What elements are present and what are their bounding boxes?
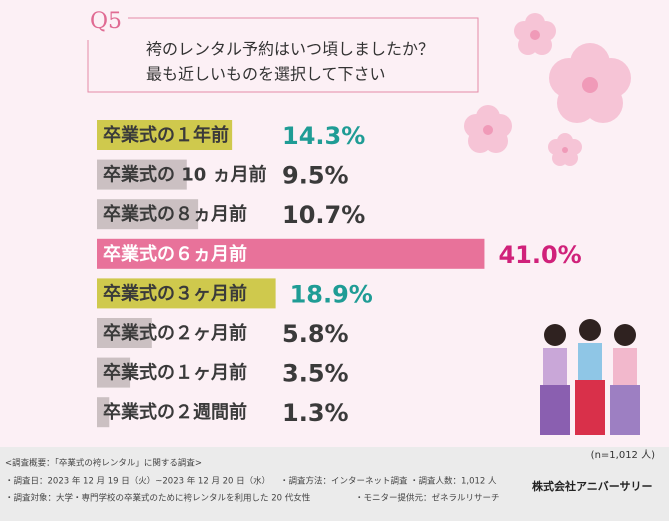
category-label: 卒業式の２ヶ月前 [103, 322, 247, 344]
value-label: 1.3% [282, 399, 349, 427]
footnote: ・調査日：2023 年 12 月 19 日（火）~2023 年 12 月 20 … [5, 476, 270, 487]
value-label: 18.9% [290, 280, 373, 308]
category-label: 卒業式の１ヶ月前 [103, 362, 247, 384]
value-label: 14.3% [282, 122, 365, 150]
category-label: 卒業式の２週間前 [103, 401, 247, 423]
category-label: 卒業式の 10 ヵ月前 [103, 164, 267, 186]
footer-background [0, 447, 669, 521]
category-label: 卒業式の３ヶ月前 [103, 282, 247, 304]
footnote: ・調査方法：インターネット調査 [280, 476, 408, 487]
value-label: 41.0% [498, 241, 581, 269]
question-number: Q5 [90, 9, 122, 34]
illustration [540, 319, 640, 435]
value-label: 5.8% [282, 320, 349, 348]
bar [97, 278, 276, 309]
bar [97, 318, 152, 348]
question-text: 袴のレンタル予約はいつ頃しましたか？ [146, 40, 434, 59]
footnote: <調査概要：「卒業式の袴レンタル」に関する調査> [5, 458, 202, 469]
question-text: 最も近しいものを選択して下さい [146, 65, 386, 84]
bar [97, 238, 485, 269]
bar [97, 357, 131, 388]
value-label: 9.5% [282, 162, 349, 190]
bar [97, 199, 199, 230]
source: 株式会社アニバーサリー [532, 479, 653, 493]
category-label: 卒業式の１年前 [103, 124, 229, 146]
footnote: ・調査対象：大学・専門学校の卒業式のために袴レンタルを利用した 20 代女性 [5, 493, 311, 504]
bar [97, 397, 110, 428]
footnote: ・モニター提供元：ゼネラルリサーチ [355, 493, 500, 504]
footnote: ・調査人数：1,012 人 [410, 476, 497, 487]
category-label: 卒業式の８ヵ月前 [103, 203, 247, 225]
question-box [87, 17, 479, 93]
bar [97, 120, 233, 150]
value-label: 3.5% [282, 360, 349, 388]
sample-size: (n=1,012 人) [591, 449, 655, 461]
category-label: 卒業式の６ヵ月前 [103, 243, 247, 265]
value-label: 10.7% [282, 201, 365, 229]
bar [97, 159, 187, 190]
sakura-decoration [464, 13, 631, 166]
